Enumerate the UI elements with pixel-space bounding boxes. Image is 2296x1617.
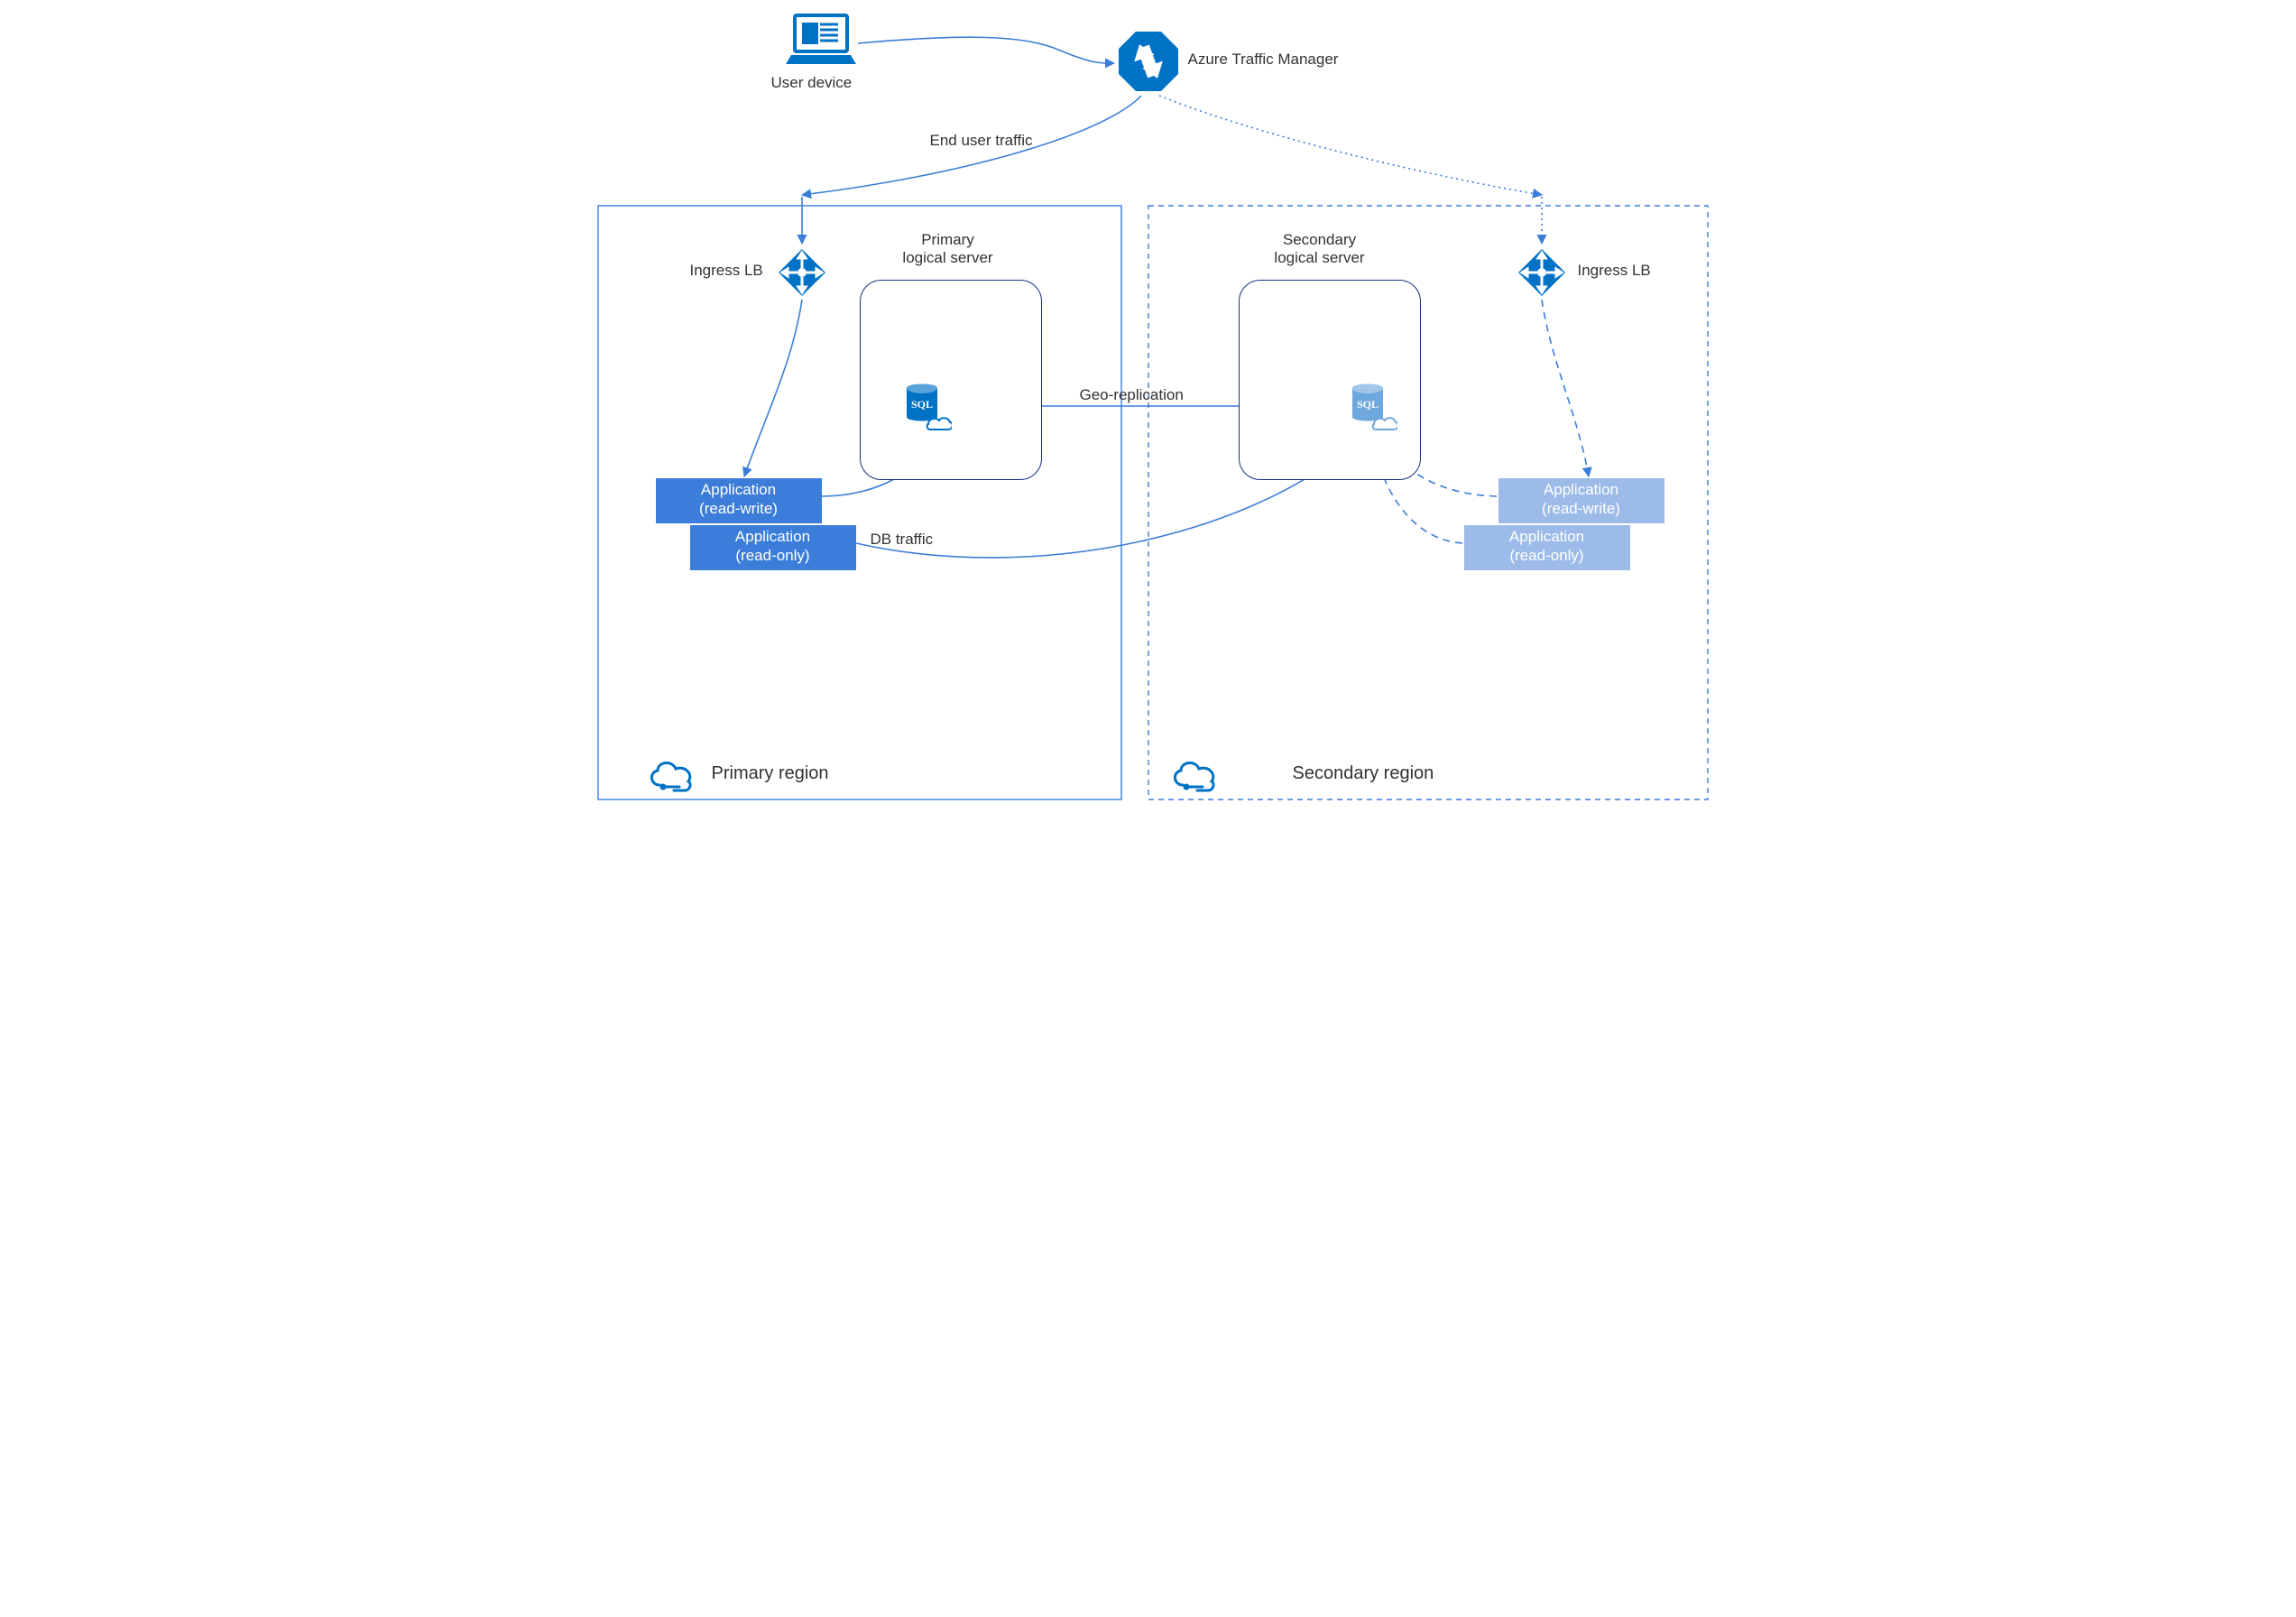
load-balancer-secondary-icon <box>1517 247 1567 298</box>
traffic-manager-label: Azure Traffic Manager <box>1188 51 1339 69</box>
diagram-stage: SQL SQL Application (read-write) Applica… <box>571 0 1726 815</box>
app-primary-rw: Application (read-write) <box>656 478 822 523</box>
user-device-icon <box>786 14 856 68</box>
sql-secondary-icon: SQL <box>1345 379 1397 431</box>
app-label: Application <box>1498 480 1664 499</box>
app-label: (read-write) <box>1498 499 1664 518</box>
app-secondary-rw: Application (read-write) <box>1498 478 1664 523</box>
app-label: (read-only) <box>1464 546 1630 565</box>
geo-replication-label: Geo-replication <box>1080 386 1184 404</box>
app-label: Application <box>656 480 822 499</box>
svg-text:SQL: SQL <box>910 398 932 411</box>
app-label: Application <box>1464 527 1630 546</box>
secondary-region-label: Secondary region <box>1293 763 1434 784</box>
traffic-manager-icon <box>1117 30 1180 93</box>
ingress-lb-right-label: Ingress LB <box>1578 262 1651 280</box>
ingress-lb-left-label: Ingress LB <box>690 262 763 280</box>
edges-layer <box>571 0 1726 815</box>
db-traffic-label: DB traffic <box>871 531 934 549</box>
app-label: (read-write) <box>656 499 822 518</box>
primary-server-label: Primarylogical server <box>902 231 992 267</box>
end-user-traffic-label: End user traffic <box>930 132 1033 150</box>
app-label: (read-only) <box>690 546 856 565</box>
sql-primary-icon: SQL <box>899 379 952 431</box>
app-primary-ro: Application (read-only) <box>690 525 856 570</box>
cloud-secondary-icon <box>1166 758 1221 794</box>
svg-text:SQL: SQL <box>1356 398 1378 411</box>
cloud-primary-icon <box>643 758 697 794</box>
primary-region-label: Primary region <box>712 763 829 784</box>
app-secondary-ro: Application (read-only) <box>1464 525 1630 570</box>
user-device-label: User device <box>771 74 853 92</box>
app-label: Application <box>690 527 856 546</box>
secondary-server-label: Secondarylogical server <box>1274 231 1364 267</box>
load-balancer-primary-icon <box>777 247 827 298</box>
